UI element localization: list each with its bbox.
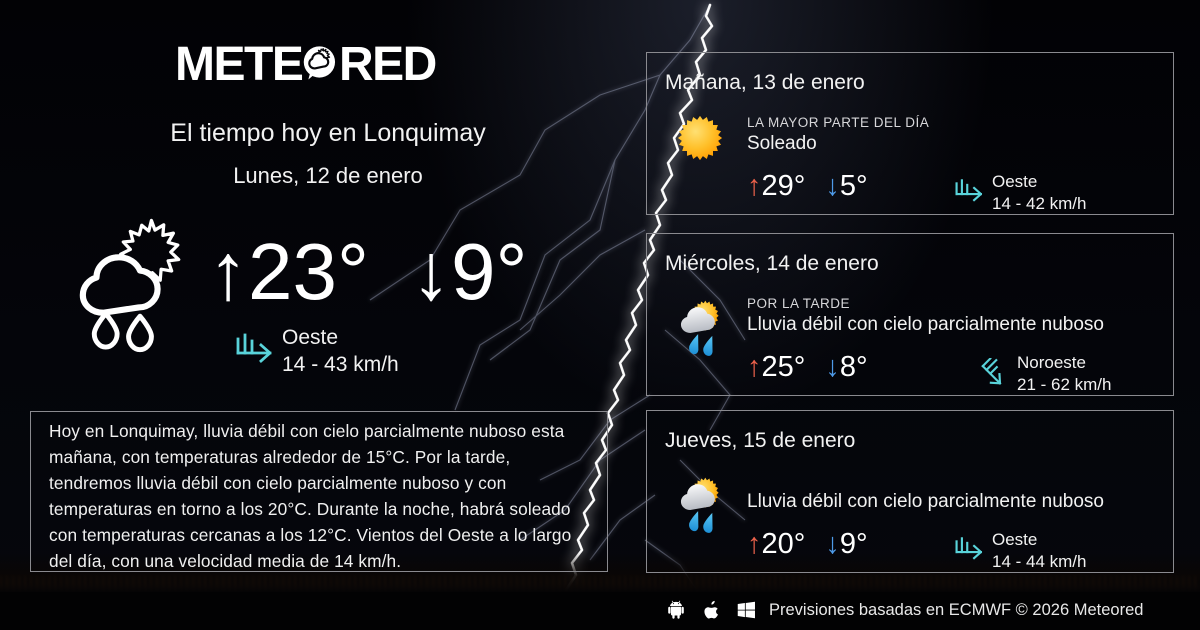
svg-text:RED: RED bbox=[339, 46, 436, 88]
svg-text:METE: METE bbox=[175, 46, 303, 88]
